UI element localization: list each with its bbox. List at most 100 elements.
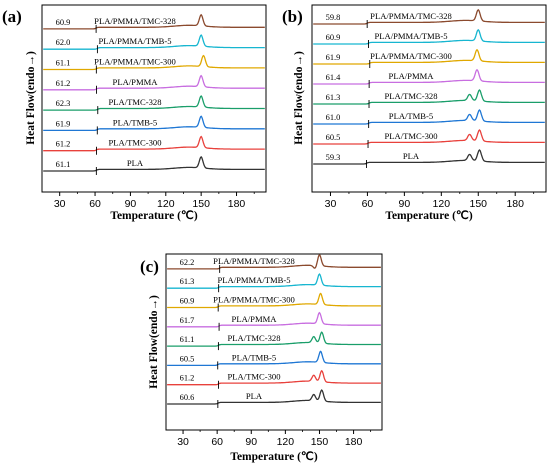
y-axis-title: Heat Flow(endo→): [25, 51, 37, 145]
dsc-curve-line: [167, 331, 381, 347]
dsc-curve-line: [167, 350, 381, 367]
plot-frame: [41, 4, 267, 193]
dsc-curve-line: [43, 115, 265, 132]
x-tick-label: 30: [325, 198, 337, 210]
tg-value-label: 59.8: [326, 13, 341, 22]
panel-letter: (a): [2, 7, 22, 26]
tg-value-label: 62.0: [56, 38, 71, 47]
tg-value-label: 61.9: [56, 119, 71, 128]
series-label: PLA/TMC-300: [228, 372, 281, 382]
dsc-curve-line: [313, 9, 545, 25]
tg-value-label: 61.3: [326, 93, 341, 102]
x-tick-label: 90: [125, 198, 137, 210]
dsc-curve-line: [43, 95, 265, 111]
tg-value-label: 61.9: [326, 53, 341, 62]
series-label: PLA/TMC-300: [385, 131, 438, 141]
dsc-curve-line: [167, 369, 381, 386]
dsc-curve-line: [313, 109, 545, 125]
series-label: PLA: [246, 391, 263, 401]
series-label: PLA/PMMA/TMB-5: [217, 275, 290, 285]
series-label: PLA/PMMA/TMC-328: [370, 11, 452, 21]
dsc-curve-line: [167, 389, 381, 405]
series-label: PLA/PMMA: [389, 71, 435, 81]
series-label: PLA/TMC-328: [385, 91, 438, 101]
tg-value-label: 61.2: [180, 374, 195, 383]
dsc-curve-line: [167, 253, 381, 270]
x-tick-label: 180: [345, 436, 363, 448]
series-label: PLA/PMMA/TMC-328: [213, 256, 295, 266]
series-label: PLA: [403, 151, 420, 161]
dsc-curve-line: [313, 149, 545, 165]
series-label: PLA/TMB-5: [113, 117, 157, 127]
x-tick-label: 150: [192, 198, 210, 210]
x-tick-label: 60: [89, 198, 101, 210]
tg-value-label: 61.7: [180, 316, 195, 325]
plot-frame: [311, 4, 547, 193]
tg-value-label: 61.2: [56, 140, 71, 149]
x-tick-label: 30: [177, 436, 189, 448]
tg-value-label: 60.5: [326, 133, 341, 142]
x-tick-label: 120: [277, 436, 295, 448]
tg-value-label: 61.2: [56, 79, 71, 88]
tg-value-label: 61.1: [56, 59, 71, 68]
x-tick-label: 30: [54, 198, 66, 210]
dsc-curve-line: [43, 74, 265, 91]
tg-value-label: 61.1: [180, 335, 195, 344]
panel-letter: (c): [140, 257, 159, 276]
dsc-curve-line: [167, 311, 381, 328]
tg-value-label: 59.3: [326, 153, 341, 162]
panel-letter: (b): [282, 7, 303, 26]
chart-panel-2: (b) 30 60 90 120 150 180 Temperature (℃) Heat Fl…: [282, 4, 547, 222]
plot-frame: [165, 253, 383, 431]
series-label: PLA/TMB-5: [389, 111, 433, 121]
tg-value-label: 61.1: [56, 160, 71, 169]
x-tick-label: 180: [228, 198, 246, 210]
tg-value-label: 61.4: [326, 73, 341, 82]
x-tick-label: 90: [399, 198, 411, 210]
chart-panel-3: (c) 30 60 90 120 150 180 Temperature (℃) Heat Fl…: [140, 253, 383, 463]
dsc-curve-line: [167, 292, 381, 309]
y-axis-title: Heat Flow(endo→): [148, 295, 160, 389]
tg-value-label: 60.9: [180, 297, 195, 306]
series-label: PLA/PMMA/TMB-5: [98, 36, 171, 46]
x-tick-label: 150: [469, 198, 487, 210]
x-tick-label: 60: [362, 198, 374, 210]
x-axis-title: Temperature (℃): [110, 209, 197, 222]
tg-value-label: 60.9: [326, 33, 341, 42]
x-tick-label: 60: [211, 436, 223, 448]
series-label: PLA/PMMA/TMC-300: [370, 51, 452, 61]
series-label: PLA/TMC-300: [109, 138, 162, 148]
series-label: PLA/PMMA/TMC-300: [213, 295, 295, 305]
dsc-curve-line: [43, 54, 265, 71]
tg-value-label: 60.6: [180, 393, 195, 402]
dsc-curve-line: [43, 34, 265, 50]
series-label: PLA/PMMA: [232, 314, 278, 324]
x-tick-label: 120: [433, 198, 451, 210]
y-axis-title: Heat Flow(endo→): [293, 51, 305, 145]
series-label: PLA/TMC-328: [228, 333, 281, 343]
dsc-curve-line: [313, 89, 545, 105]
x-axis-title: Temperature (℃): [230, 450, 317, 463]
dsc-curve-line: [313, 48, 545, 65]
dsc-curve-line: [43, 155, 265, 172]
tg-value-label: 61.0: [326, 113, 341, 122]
x-tick-label: 90: [245, 436, 257, 448]
dsc-curve-line: [167, 273, 381, 289]
series-label: PLA/TMC-328: [109, 97, 162, 107]
chart-panel-1: (a) 30 60 90 120 150 180 Temperature (℃) Heat Fl…: [2, 4, 267, 222]
x-tick-label: 120: [157, 198, 175, 210]
x-tick-label: 180: [506, 198, 524, 210]
tg-value-label: 60.5: [180, 354, 195, 363]
dsc-curve-line: [313, 68, 545, 85]
series-label: PLA/PMMA/TMB-5: [374, 31, 447, 41]
x-axis-title: Temperature (℃): [385, 209, 472, 222]
series-label: PLA/PMMA: [113, 77, 159, 87]
dsc-curve-line: [43, 135, 265, 152]
dsc-curve-line: [313, 129, 545, 145]
tg-value-label: 62.3: [56, 99, 71, 108]
dsc-curve-line: [313, 29, 545, 45]
series-label: PLA/PMMA/TMC-300: [94, 57, 176, 67]
tg-value-label: 62.2: [180, 258, 195, 267]
series-label: PLA: [127, 158, 144, 168]
